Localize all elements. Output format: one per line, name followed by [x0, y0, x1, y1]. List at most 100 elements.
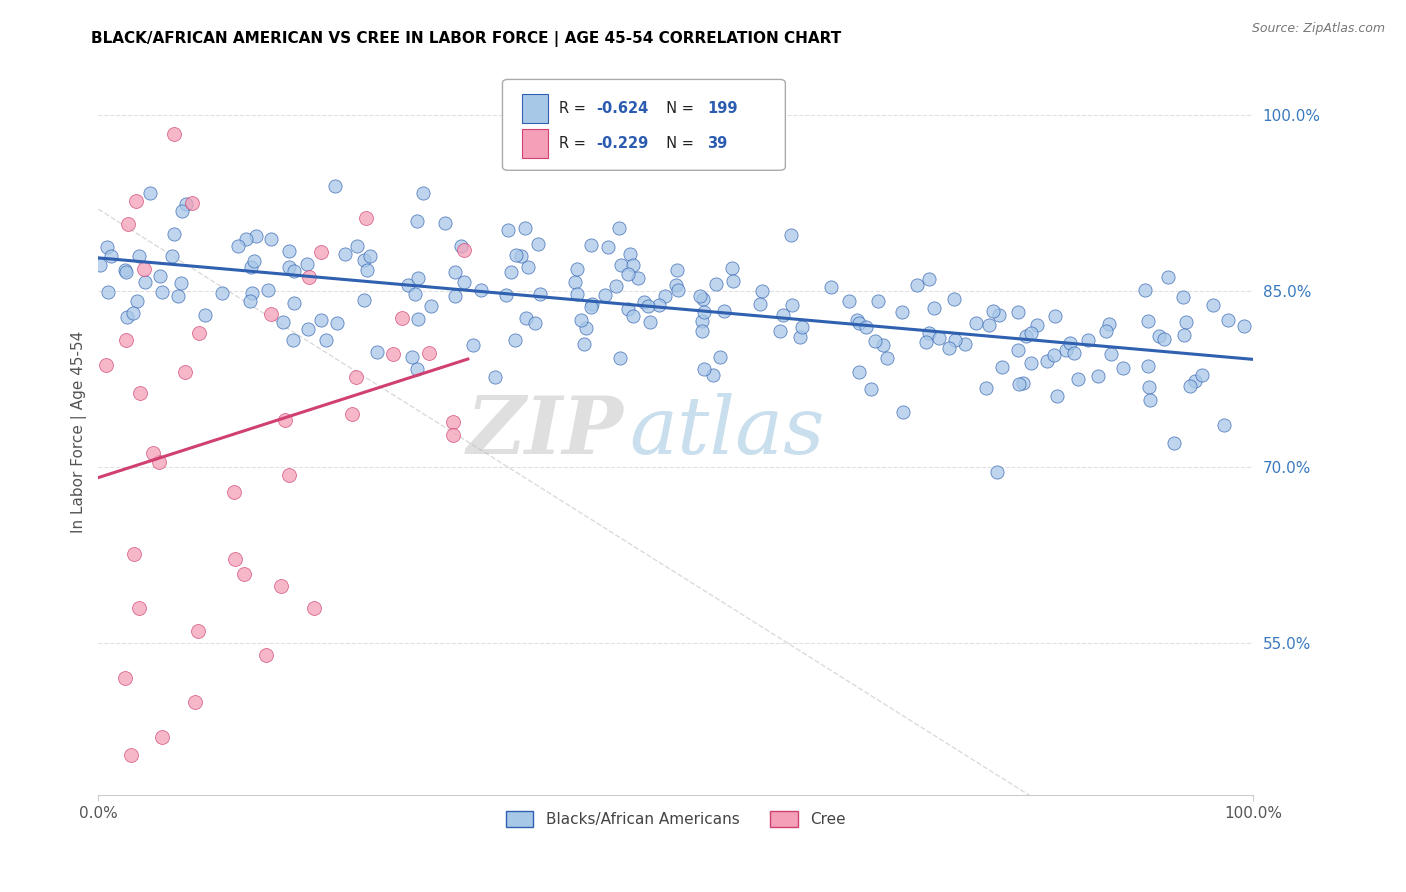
Point — [789, 329, 811, 343]
Point — [915, 335, 938, 350]
Point — [1137, 314, 1160, 328]
Point — [224, 552, 246, 566]
Point — [720, 260, 742, 275]
Point — [420, 299, 443, 313]
Point — [152, 285, 174, 300]
Point — [453, 275, 475, 289]
Point — [128, 600, 150, 615]
Point — [848, 365, 870, 379]
Point — [965, 316, 987, 330]
Point — [453, 244, 475, 258]
Point — [665, 263, 688, 277]
Point — [713, 303, 735, 318]
Point — [1054, 343, 1077, 358]
Point — [129, 385, 152, 400]
Point — [1174, 315, 1197, 329]
Point — [593, 287, 616, 301]
Point — [633, 294, 655, 309]
Point — [891, 304, 914, 318]
Point — [876, 351, 898, 366]
Point — [128, 249, 150, 263]
Point — [366, 345, 388, 359]
Point — [260, 307, 283, 321]
Point — [298, 269, 321, 284]
Text: 39: 39 — [707, 136, 727, 151]
Point — [176, 197, 198, 211]
Point — [654, 289, 676, 303]
Point — [382, 347, 405, 361]
Point — [233, 566, 256, 581]
Point — [1163, 436, 1185, 450]
Point — [240, 286, 263, 301]
Point — [567, 287, 589, 301]
Point — [974, 381, 997, 395]
Point — [97, 285, 120, 300]
Point — [134, 275, 156, 289]
Point — [792, 319, 814, 334]
Point — [134, 261, 156, 276]
Point — [609, 351, 631, 365]
Point — [664, 278, 686, 293]
Point — [621, 309, 644, 323]
Point — [690, 324, 713, 338]
Point — [918, 272, 941, 286]
Point — [977, 318, 1000, 332]
Point — [120, 747, 142, 762]
Point — [1077, 333, 1099, 347]
Point — [515, 311, 537, 326]
Point — [581, 297, 603, 311]
Point — [356, 211, 378, 226]
Point — [346, 238, 368, 252]
Text: R =: R = — [560, 136, 591, 151]
Point — [1098, 317, 1121, 331]
Point — [277, 468, 299, 483]
Point — [235, 232, 257, 246]
Point — [567, 262, 589, 277]
Point — [1025, 318, 1047, 333]
Point — [1043, 348, 1066, 362]
Point — [1019, 355, 1042, 369]
Point — [96, 240, 118, 254]
Point — [254, 648, 277, 662]
Point — [1059, 335, 1081, 350]
Point — [470, 283, 492, 297]
Point — [309, 313, 332, 327]
Point — [160, 250, 183, 264]
Point — [1087, 369, 1109, 384]
Point — [1019, 326, 1042, 340]
Point — [619, 246, 641, 260]
Point — [499, 265, 522, 279]
Point — [529, 287, 551, 301]
Point — [1157, 269, 1180, 284]
Point — [617, 267, 640, 281]
Point — [273, 413, 295, 427]
Point — [780, 298, 803, 312]
Point — [441, 415, 464, 429]
Point — [187, 624, 209, 639]
Point — [1007, 305, 1029, 319]
Point — [627, 271, 650, 285]
Point — [391, 311, 413, 326]
Text: -0.229: -0.229 — [596, 136, 648, 151]
Point — [1153, 332, 1175, 346]
Point — [693, 305, 716, 319]
Point — [513, 221, 536, 235]
Point — [242, 254, 264, 268]
Point — [863, 334, 886, 348]
Text: atlas: atlas — [630, 393, 825, 471]
Point — [505, 248, 527, 262]
Point — [311, 245, 333, 260]
Point — [434, 216, 457, 230]
Point — [194, 309, 217, 323]
Point — [524, 316, 547, 330]
Point — [277, 244, 299, 259]
Point — [150, 730, 173, 744]
Point — [1007, 376, 1029, 391]
Point — [408, 271, 430, 285]
Point — [443, 289, 465, 303]
Point — [621, 258, 644, 272]
Point — [89, 258, 111, 272]
Text: BLACK/AFRICAN AMERICAN VS CREE IN LABOR FORCE | AGE 45-54 CORRELATION CHART: BLACK/AFRICAN AMERICAN VS CREE IN LABOR … — [91, 31, 842, 47]
Point — [353, 293, 375, 308]
Point — [981, 303, 1004, 318]
